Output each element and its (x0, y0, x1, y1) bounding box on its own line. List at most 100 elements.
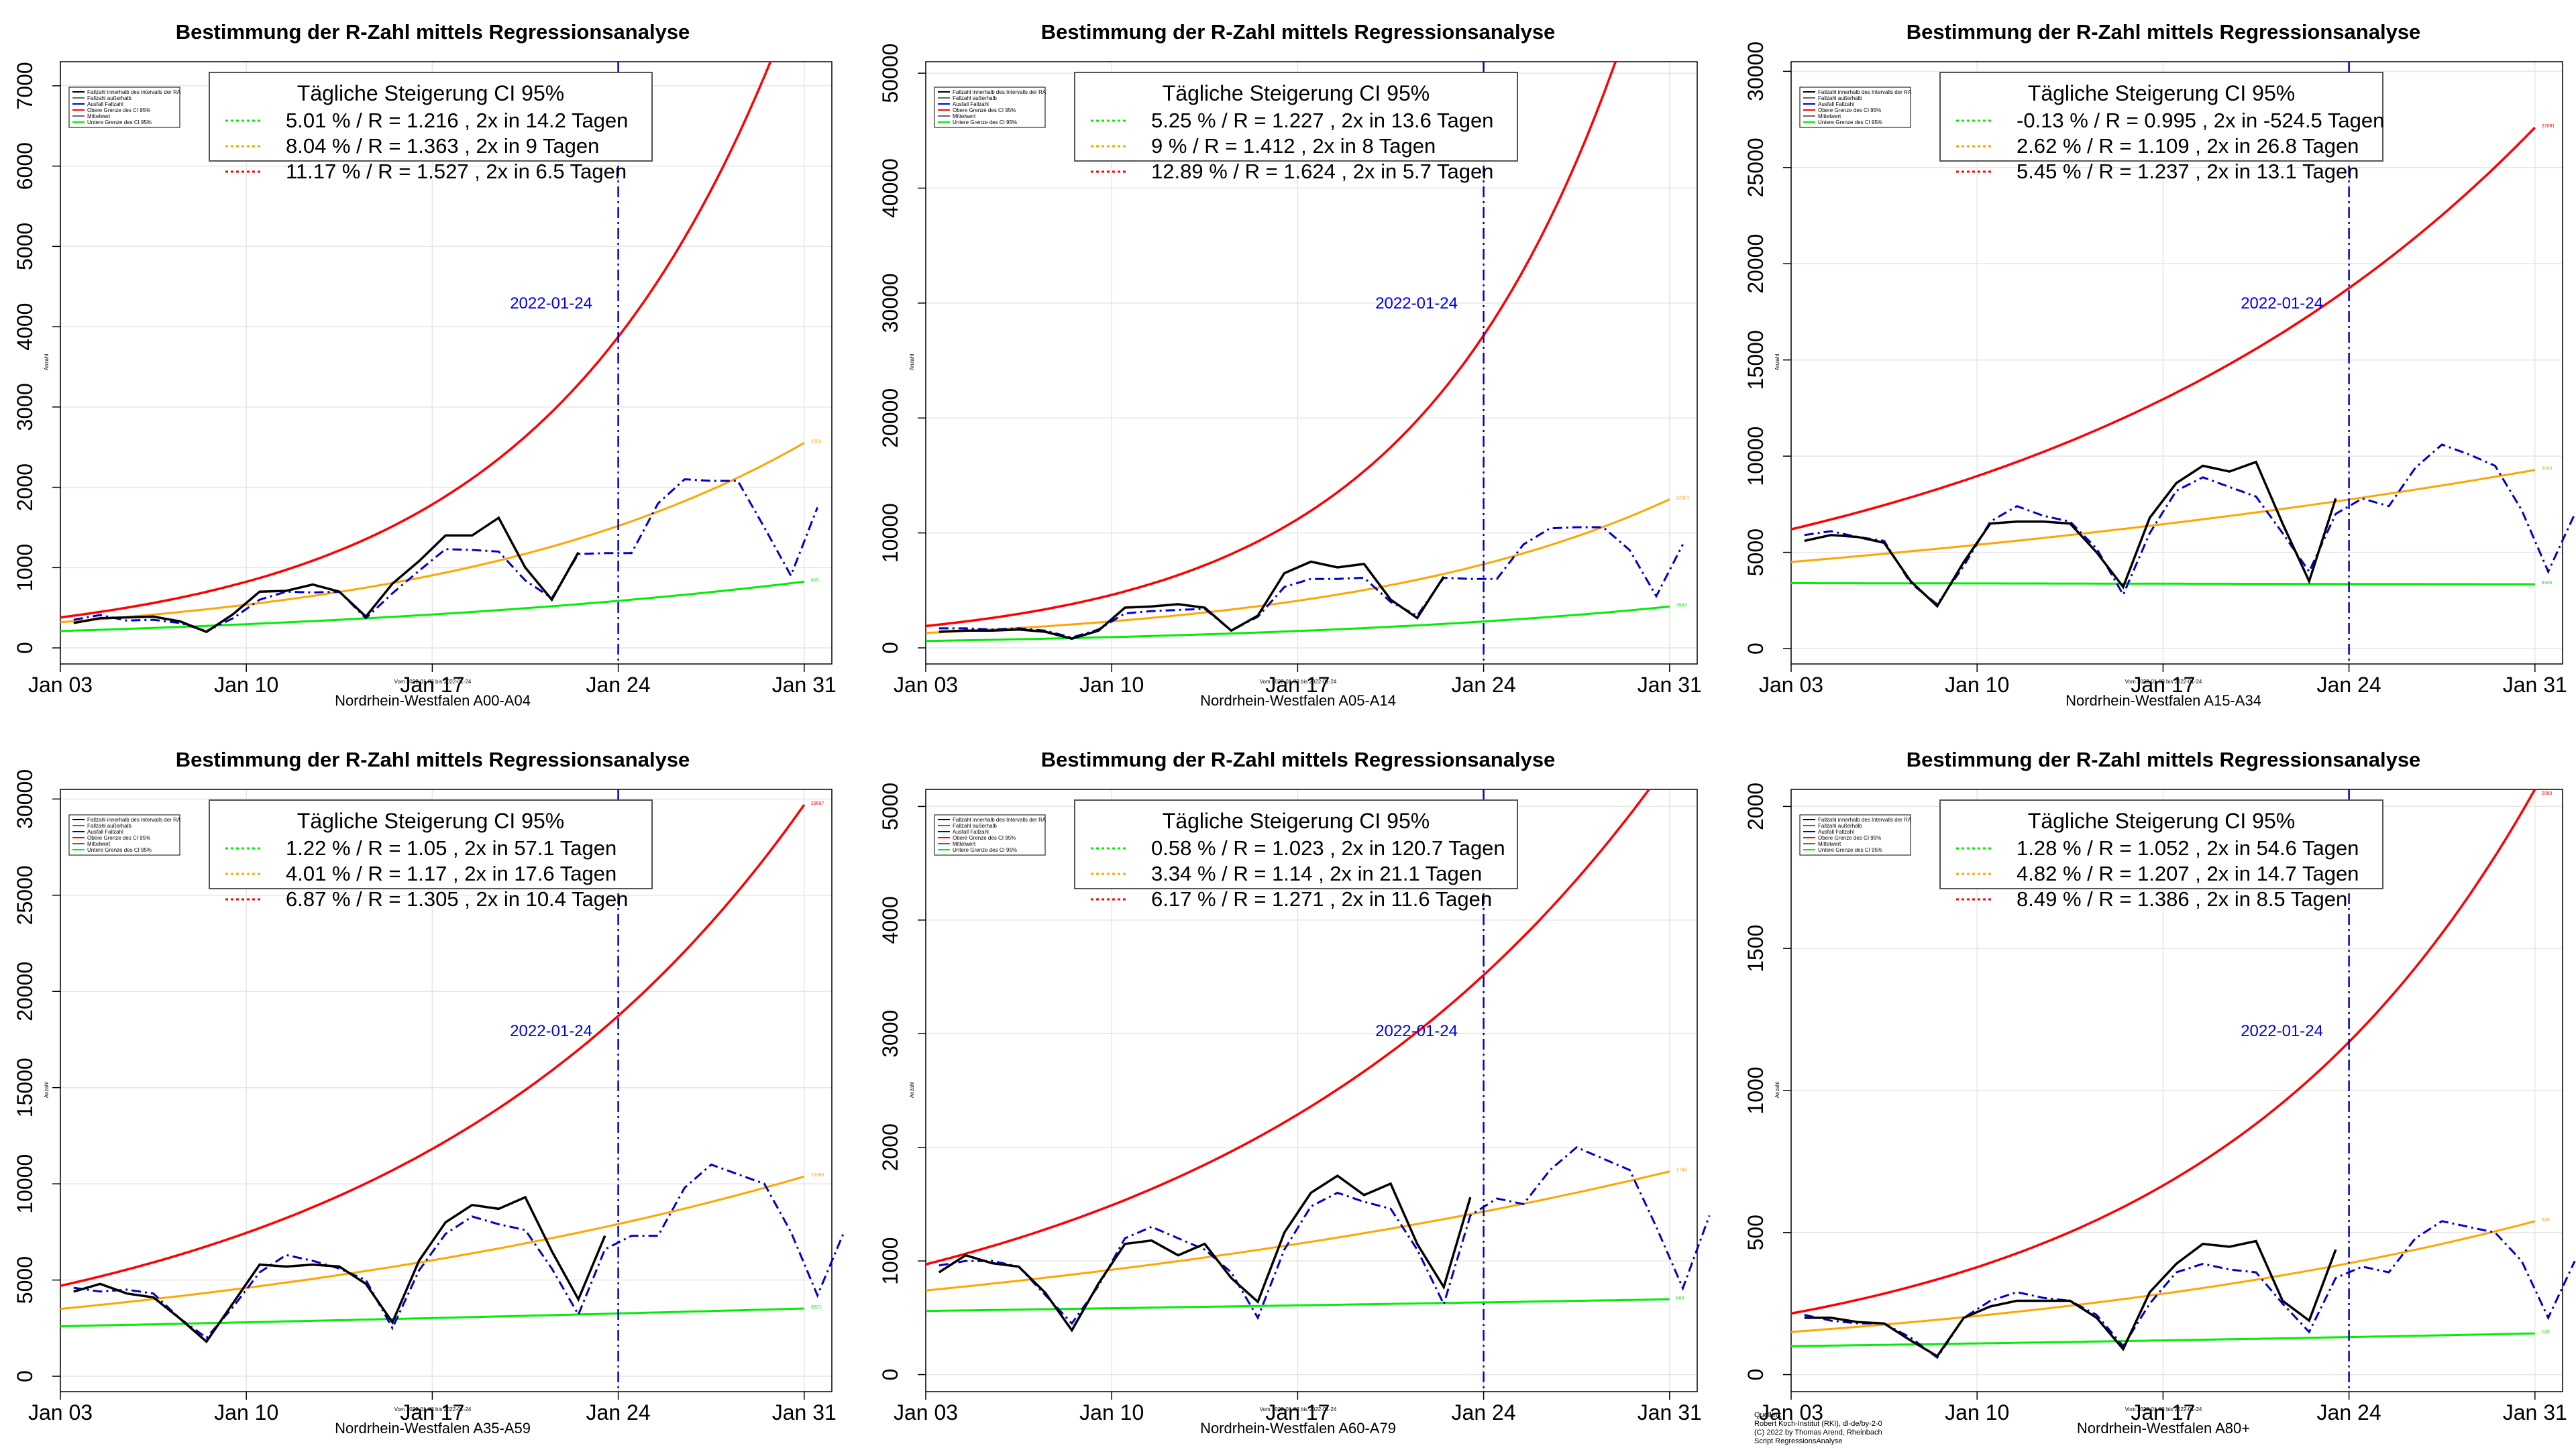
period-note: Vom 2022-01-03 bis 2022-01-24 (1260, 679, 1337, 685)
small-legend-entry: Fallzahl innerhalb des Intervalls der RA (953, 817, 1046, 823)
curve-end-label: 29697 (811, 801, 824, 806)
small-legend-entry: Obere Grenze des CI 95% (1818, 835, 1881, 841)
chart-panel-4: Bestimmung der R-Zahl mittels Regression… (0, 728, 859, 1452)
mean-curve (60, 1175, 805, 1310)
period-note: Vom 2022-01-03 bis 2022-01-24 (2125, 1406, 2202, 1412)
chart-svg: Bestimmung der R-Zahl mittels Regression… (13, 20, 837, 709)
legend-entry: 12.89 % / R = 1.624 , 2x in 5.7 Tagen (1151, 160, 1493, 183)
y-tick-label: 0 (1743, 643, 1768, 655)
small-legend: Fallzahl innerhalb des Intervalls der RA… (1799, 814, 1912, 856)
small-legend-entry: Fallzahl außerhalb (1818, 95, 1862, 101)
period-note: Vom 2022-01-03 bis 2022-01-24 (394, 1406, 472, 1412)
chart-svg: Bestimmung der R-Zahl mittels Regression… (878, 748, 1711, 1437)
y-tick-label: 0 (878, 1369, 902, 1381)
small-legend-entry: Fallzahl außerhalb (953, 95, 997, 101)
legend-entry: 0.58 % / R = 1.023 , 2x in 120.7 Tagen (1151, 836, 1505, 860)
gridlines (60, 62, 832, 664)
small-legend-entry: Fallzahl innerhalb des Intervalls der RA (1818, 817, 1912, 823)
curve-end-label: 540 (2542, 1218, 2550, 1223)
date-marker-label: 2022-01-24 (2241, 1022, 2323, 1040)
x-tick-label: Jan 17 (1265, 673, 1330, 697)
period-note: Vom 2022-01-03 bis 2022-01-24 (2125, 679, 2202, 685)
y-tick-label: 7000 (13, 62, 37, 109)
reported-cases-line (73, 478, 818, 632)
legend-box (209, 72, 653, 162)
y-tick-label: 15000 (13, 1058, 37, 1117)
legend-title: Tägliche Steigerung CI 95% (1163, 81, 1430, 105)
y-tick-label: 15000 (1743, 330, 1768, 390)
legend-entry: 5.25 % / R = 1.227 , 2x in 13.6 Tagen (1151, 109, 1493, 132)
legend-entry: 11.17 % / R = 1.527 , 2x in 6.5 Tagen (286, 160, 627, 183)
legend-box (1939, 799, 2383, 889)
y-tick-label: 3000 (878, 1010, 902, 1058)
chart-panel-3: Bestimmung der R-Zahl mittels Regression… (1731, 0, 2576, 724)
legend-box (1074, 799, 1518, 889)
y-tick-label: 40000 (878, 158, 902, 218)
x-tick-label: Jan 31 (2503, 673, 2567, 697)
actual-cases-line (938, 560, 1445, 640)
x-tick-label: Jan 17 (1265, 1400, 1330, 1425)
small-legend-entry: Fallzahl außerhalb (87, 823, 131, 829)
y-axis-label: Anzahl (909, 354, 915, 371)
reported-cases-line (938, 526, 1684, 639)
small-legend-entry: Obere Grenze des CI 95% (1818, 107, 1881, 113)
small-legend-box (934, 814, 1046, 856)
source-line: Quellen: (1754, 1411, 1782, 1419)
curve-end-label: 3345 (2542, 581, 2553, 585)
curve-end-label: 3521 (811, 1305, 822, 1310)
x-tick-label: Jan 03 (894, 1400, 958, 1425)
y-tick-label: 0 (1743, 1369, 1768, 1381)
y-tick-label: 2000 (13, 463, 37, 511)
y-axis-label: Anzahl (1774, 1082, 1780, 1099)
x-tick-label: Jan 24 (586, 673, 651, 697)
legend-box (1939, 72, 2383, 162)
small-legend-entry: Obere Grenze des CI 95% (953, 107, 1016, 113)
y-tick-label: 1500 (1743, 925, 1768, 972)
y-tick-label: 30000 (1743, 42, 1768, 101)
curve-end-label: 825 (811, 578, 819, 583)
y-tick-label: 5000 (878, 783, 902, 830)
date-marker-label: 2022-01-24 (510, 1022, 592, 1040)
x-tick-label: Jan 31 (772, 1400, 837, 1425)
upper-bound-curve (60, 61, 772, 619)
x-tick-label: Jan 24 (2317, 1400, 2381, 1425)
x-tick-label: Jan 17 (400, 1400, 464, 1425)
x-tick-label: Jan 24 (1452, 1400, 1516, 1425)
chart-panel-2: Bestimmung der R-Zahl mittels Regression… (865, 0, 1724, 724)
y-tick-label: 10000 (1743, 427, 1768, 486)
plot-frame (925, 789, 1698, 1392)
small-legend: Fallzahl innerhalb des Intervalls der RA… (68, 814, 181, 856)
curve-end-label: 27081 (2542, 124, 2555, 129)
x-axis-label: Nordrhein-Westfalen A00-A04 (335, 692, 531, 709)
y-tick-label: 2000 (1743, 783, 1768, 830)
small-legend-box (1799, 87, 1911, 128)
chart-panel-5: Bestimmung der R-Zahl mittels Regression… (865, 728, 1724, 1452)
small-legend: Fallzahl innerhalb des Intervalls der RA… (934, 814, 1046, 856)
small-legend: Fallzahl innerhalb des Intervalls der RA… (1799, 87, 1912, 128)
small-legend: Fallzahl innerhalb des Intervalls der RA… (934, 87, 1046, 128)
date-marker-label: 2022-01-24 (510, 294, 592, 313)
small-legend-entry: Obere Grenze des CI 95% (87, 835, 150, 841)
chart-title: Bestimmung der R-Zahl mittels Regression… (1907, 748, 2421, 771)
mean-curve (925, 1170, 1670, 1292)
upper-bound-curve (925, 788, 1650, 1266)
x-tick-label: Jan 03 (894, 673, 958, 697)
small-legend-entry: Mittelwert (1818, 113, 1841, 119)
small-legend-entry: Untere Grenze des CI 95% (87, 847, 152, 853)
actual-cases-line (938, 1174, 1472, 1333)
x-tick-label: Jan 10 (1945, 1400, 2009, 1425)
small-legend-entry: Fallzahl innerhalb des Intervalls der RA (953, 89, 1046, 95)
small-legend-entry: Fallzahl außerhalb (1818, 823, 1862, 829)
legend-entry: 4.82 % / R = 1.207 , 2x in 14.7 Tagen (2017, 862, 2359, 885)
actual-cases-line (1804, 460, 2337, 608)
y-tick-label: 20000 (878, 388, 902, 448)
legend-title: Tägliche Steigerung CI 95% (2028, 809, 2295, 833)
lower-bound-curve (1791, 582, 2535, 585)
x-tick-label: Jan 03 (28, 1400, 93, 1425)
small-legend-entry: Fallzahl innerhalb des Intervalls der RA (87, 817, 181, 823)
regression-legend: Tägliche Steigerung CI 95% 1.28 % / R = 1… (1939, 799, 2383, 911)
legend-entry: 5.01 % / R = 1.216 , 2x in 14.2 Tagen (286, 109, 628, 132)
small-legend-entry: Mittelwert (87, 841, 111, 847)
small-legend-entry: Untere Grenze des CI 95% (953, 119, 1017, 125)
y-tick-label: 5000 (13, 223, 37, 270)
